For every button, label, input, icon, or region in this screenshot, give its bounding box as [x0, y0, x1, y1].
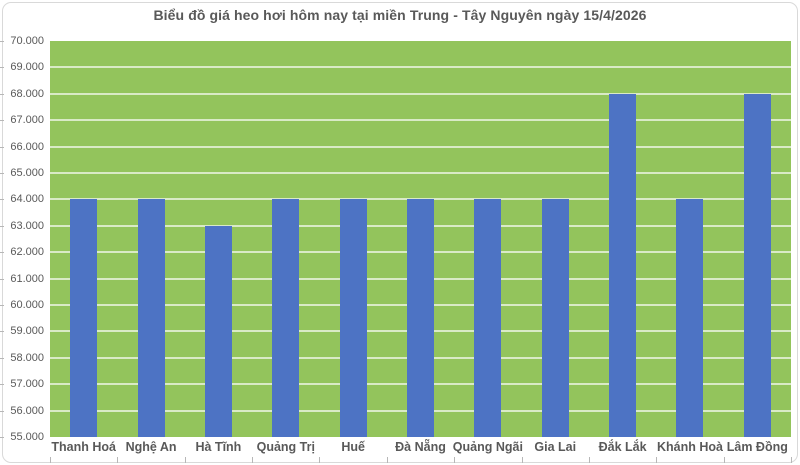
x-axis-tick: [723, 457, 725, 463]
bar-Hà Tĩnh: [204, 225, 232, 437]
y-axis-tick: [0, 173, 4, 174]
x-tick-label: Nghệ An: [125, 440, 177, 454]
x-tick-label: Hà Tĩnh: [195, 440, 242, 454]
gridline: [50, 119, 791, 122]
x-axis-tick: [184, 457, 186, 463]
x-axis-tick: [386, 457, 388, 463]
x-tick-label: Lâm Đồng: [726, 440, 788, 454]
y-axis-tick: [0, 41, 4, 42]
y-tick-label: 68.000: [10, 87, 44, 100]
bar-Quảng Ngãi: [474, 199, 502, 437]
bar-Quảng Trị: [272, 199, 300, 437]
y-tick-label: 66.000: [10, 140, 44, 153]
x-axis-tick: [791, 457, 792, 463]
y-tick-label: 61.000: [10, 272, 44, 285]
x-tick-label: Quảng Ngãi: [452, 440, 523, 454]
y-axis-tick: [0, 278, 4, 280]
y-axis-tick: [0, 252, 4, 254]
x-tick-label: Huế: [341, 440, 365, 454]
x-axis: Thanh Hoá Nghệ An Hà Tĩnh Quảng Trị Huế Đà Nẵ…: [0, 440, 800, 458]
x-tick-label: Đắk Lắk: [598, 440, 647, 454]
y-axis-tick: [0, 93, 4, 95]
x-axis-tick: [50, 457, 51, 463]
y-axis-tick: [0, 331, 4, 333]
chart-title: Biểu đồ giá heo hơi hôm nay tại miền Tru…: [153, 7, 647, 23]
y-tick-label: 59.000: [10, 325, 44, 338]
gridline: [50, 92, 791, 95]
gridline: [50, 145, 791, 148]
y-axis-tick: [0, 357, 4, 359]
x-tick-label: Đà Nẵng: [395, 440, 446, 454]
x-tick-label: Quảng Trị: [256, 440, 315, 454]
bar-Thanh Hoá: [70, 199, 98, 437]
bar-Gia Lai: [541, 199, 569, 437]
x-axis-tick: [454, 457, 456, 463]
plot-area: [50, 41, 791, 437]
y-tick-label: 60.000: [10, 299, 44, 311]
gridline: [50, 66, 791, 69]
bar-Đà Nẵng: [407, 199, 434, 437]
x-axis-tick: [521, 457, 523, 463]
y-axis-tick: [0, 67, 4, 69]
bar-Lâm Đồng: [743, 93, 771, 437]
y-tick-label: 69.000: [10, 61, 44, 74]
y-tick-label: 70.000: [10, 35, 44, 47]
y-tick-label: 67.000: [10, 114, 44, 127]
y-axis-tick: [0, 120, 4, 122]
y-axis-tick: [0, 410, 4, 412]
y-tick-label: 57.000: [10, 378, 44, 391]
y-axis: 70.000 69.000 68.000 67.000 66.000 65.000 64.0…: [0, 35, 44, 443]
y-tick-label: 64.000: [10, 193, 44, 206]
y-tick-label: 56.000: [10, 404, 44, 417]
y-tick-label: 63.000: [10, 219, 44, 232]
y-axis-tick: [0, 437, 4, 438]
gridline: [50, 172, 791, 174]
y-tick-label: 55.000: [10, 431, 44, 443]
x-tick-label: Gia Lai: [534, 440, 577, 454]
x-axis-tick: [588, 457, 590, 463]
bar-Nghệ An: [137, 199, 165, 437]
bar-Khánh Hoà: [676, 199, 704, 437]
y-tick-label: 58.000: [10, 351, 44, 364]
y-tick-label: 62.000: [10, 246, 44, 259]
x-tick-label: Thanh Hoá: [51, 440, 116, 454]
y-tick-label: 65.000: [10, 167, 44, 179]
y-axis-tick: [0, 146, 4, 148]
y-axis-tick: [0, 225, 4, 227]
x-axis-tick: [252, 457, 254, 463]
x-axis-tick: [117, 457, 119, 463]
y-axis-tick: [0, 384, 4, 386]
x-axis-tick: [656, 457, 658, 463]
y-axis-tick: [0, 305, 4, 306]
bar-Đắk Lắk: [609, 93, 637, 437]
x-axis-tick: [319, 457, 321, 463]
x-tick-label: Khánh Hoà: [656, 440, 723, 454]
y-axis-tick: [0, 199, 4, 201]
bar-Huế: [339, 199, 367, 437]
